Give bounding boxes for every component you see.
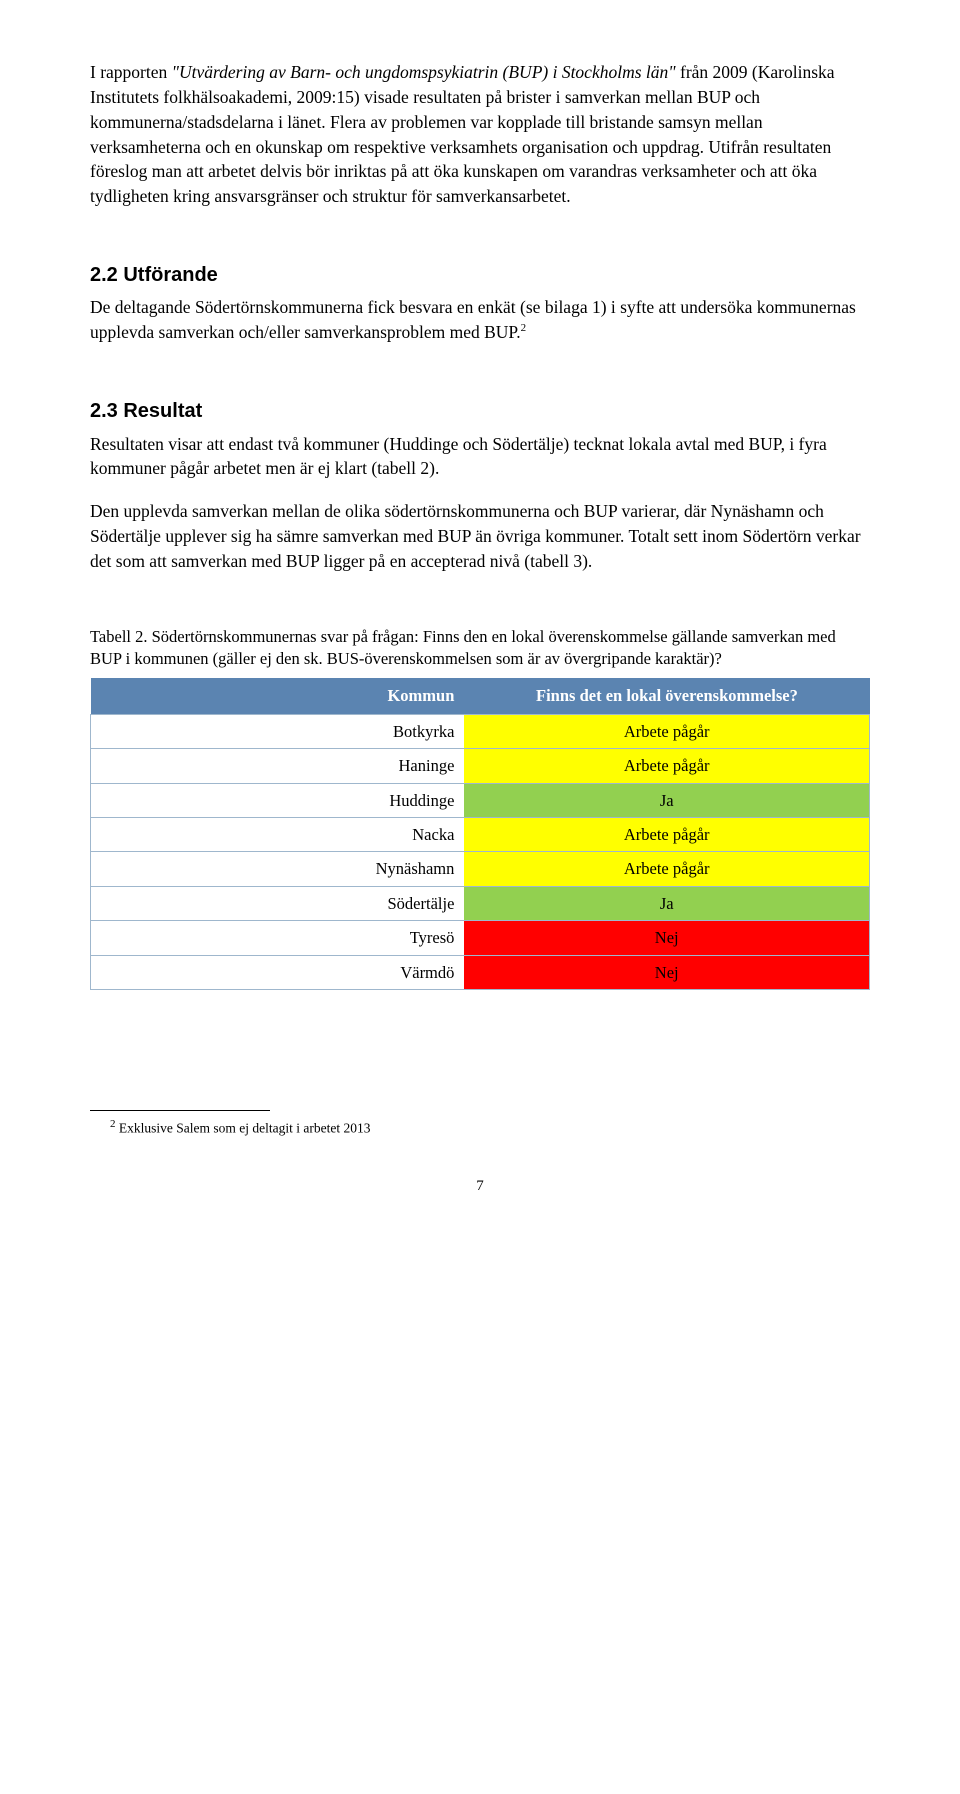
table-row: HaningeArbete pågår xyxy=(91,749,870,783)
cell-kommun: Nacka xyxy=(91,817,465,851)
heading-2-2: 2.2 Utförande xyxy=(90,261,870,289)
table-row: NynäshamnArbete pågår xyxy=(91,852,870,886)
table-row: SödertäljeJa xyxy=(91,886,870,920)
table-row: HuddingeJa xyxy=(91,783,870,817)
table-row: BotkyrkaArbete pågår xyxy=(91,714,870,748)
para1-pre: I rapporten xyxy=(90,62,172,82)
table-row: TyresöNej xyxy=(91,921,870,955)
table-header-question: Finns det en lokal överenskommelse? xyxy=(464,678,869,714)
cell-kommun: Haninge xyxy=(91,749,465,783)
table-header-kommun: Kommun xyxy=(91,678,465,714)
page-number: 7 xyxy=(90,1176,870,1197)
cell-answer: Arbete pågår xyxy=(464,714,869,748)
cell-kommun: Södertälje xyxy=(91,886,465,920)
heading-2-3: 2.3 Resultat xyxy=(90,397,870,425)
cell-kommun: Tyresö xyxy=(91,921,465,955)
cell-answer: Arbete pågår xyxy=(464,749,869,783)
table-row: NackaArbete pågår xyxy=(91,817,870,851)
cell-answer: Nej xyxy=(464,921,869,955)
paragraph-2-2: De deltagande Södertörnskommunerna fick … xyxy=(90,295,870,345)
footnote-2: 2 Exklusive Salem som ej deltagit i arbe… xyxy=(120,1117,870,1138)
paragraph-2-3b: Den upplevda samverkan mellan de olika s… xyxy=(90,499,870,574)
sec22-text: De deltagande Södertörnskommunerna fick … xyxy=(90,297,856,342)
table-2: Kommun Finns det en lokal överenskommels… xyxy=(90,678,870,990)
cell-answer: Arbete pågår xyxy=(464,817,869,851)
paragraph-2-3a: Resultaten visar att endast två kommuner… xyxy=(90,432,870,482)
cell-answer: Ja xyxy=(464,886,869,920)
table-body: BotkyrkaArbete pågårHaningeArbete pågårH… xyxy=(91,714,870,989)
paragraph-1: I rapporten "Utvärdering av Barn- och un… xyxy=(90,60,870,209)
cell-kommun: Huddinge xyxy=(91,783,465,817)
para1-italic: "Utvärdering av Barn- och ungdomspsykiat… xyxy=(172,62,676,82)
cell-kommun: Värmdö xyxy=(91,955,465,989)
table-header-row: Kommun Finns det en lokal överenskommels… xyxy=(91,678,870,714)
cell-kommun: Botkyrka xyxy=(91,714,465,748)
cell-answer: Nej xyxy=(464,955,869,989)
table-row: VärmdöNej xyxy=(91,955,870,989)
table2-caption: Tabell 2. Södertörnskommunernas svar på … xyxy=(90,626,870,671)
footnote-ref-2: 2 xyxy=(521,322,527,334)
cell-kommun: Nynäshamn xyxy=(91,852,465,886)
footnote-separator xyxy=(90,1110,270,1111)
cell-answer: Arbete pågår xyxy=(464,852,869,886)
cell-answer: Ja xyxy=(464,783,869,817)
para1-post: från 2009 (Karolinska Institutets folkhä… xyxy=(90,62,835,206)
footnote-text: Exklusive Salem som ej deltagit i arbete… xyxy=(116,1121,371,1136)
